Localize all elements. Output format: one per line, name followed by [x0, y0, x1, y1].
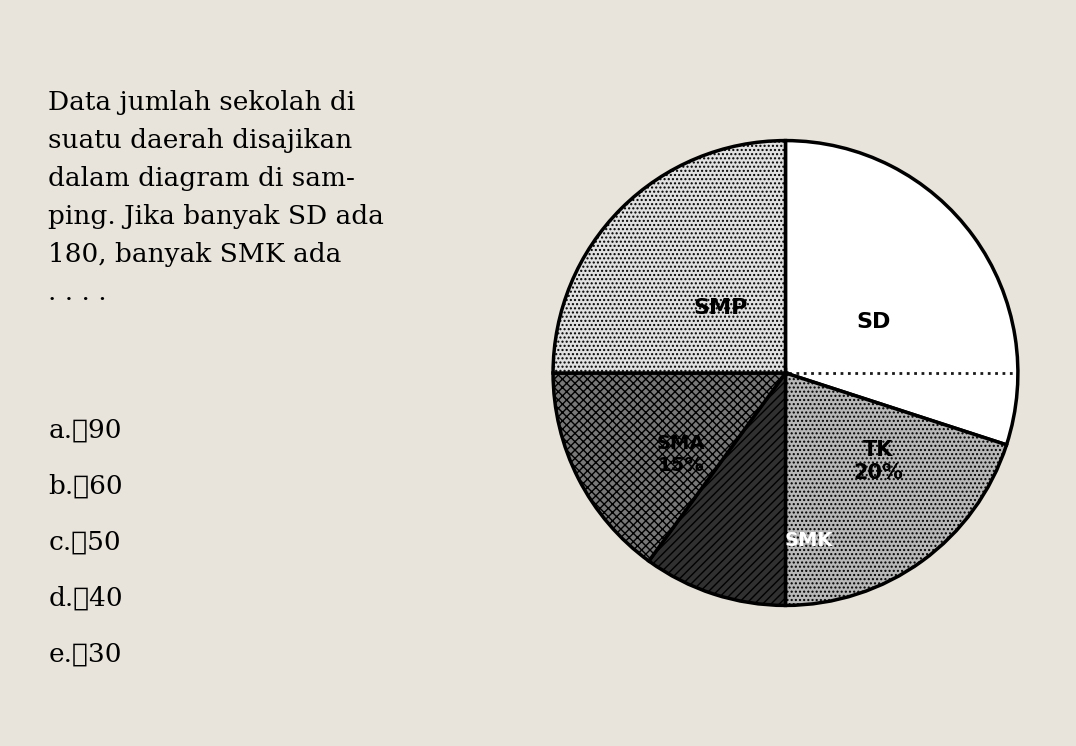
Text: SD: SD	[856, 312, 891, 332]
Text: c.	50: c. 50	[48, 530, 121, 555]
Wedge shape	[553, 140, 785, 373]
Wedge shape	[553, 373, 785, 561]
Wedge shape	[785, 140, 1018, 445]
Text: e.	30: e. 30	[48, 642, 122, 667]
Text: b.	60: b. 60	[48, 474, 123, 499]
Text: a.	90: a. 90	[48, 418, 122, 443]
Text: TK
20%: TK 20%	[853, 439, 904, 483]
Text: SMP: SMP	[693, 298, 748, 318]
Wedge shape	[649, 373, 785, 606]
Text: d.	40: d. 40	[48, 586, 123, 611]
Wedge shape	[785, 373, 1006, 606]
Text: Data jumlah sekolah di
suatu daerah disajikan
dalam diagram di sam-
ping. Jika b: Data jumlah sekolah di suatu daerah disa…	[48, 90, 384, 304]
Text: SMA
15%: SMA 15%	[656, 434, 705, 475]
Text: SMK: SMK	[784, 531, 833, 550]
